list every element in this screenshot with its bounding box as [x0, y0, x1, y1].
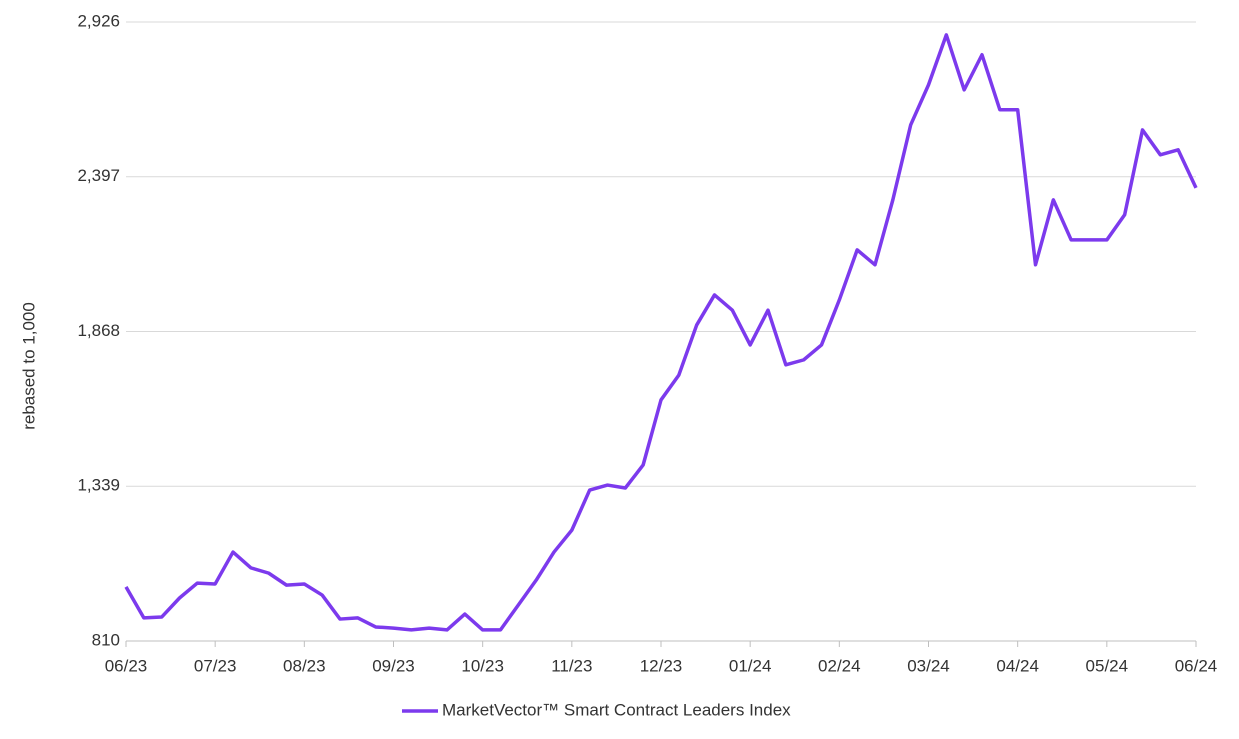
x-tick-label: 11/23 [551, 656, 592, 675]
x-tick-label: 12/23 [640, 656, 683, 675]
x-tick-label: 02/24 [818, 656, 861, 675]
y-tick-label: 1,339 [77, 476, 120, 495]
x-tick-label: 07/23 [194, 656, 237, 675]
x-tick-label: 10/23 [461, 656, 504, 675]
x-tick-label: 08/23 [283, 656, 326, 675]
y-tick-label: 2,397 [77, 166, 120, 185]
x-tick-label: 04/24 [996, 656, 1039, 675]
legend-label: MarketVector™ Smart Contract Leaders Ind… [442, 700, 791, 719]
y-tick-label: 810 [92, 630, 120, 649]
x-tick-label: 06/24 [1175, 656, 1218, 675]
x-tick-label: 05/24 [1086, 656, 1129, 675]
y-axis-label: rebased to 1,000 [19, 302, 38, 430]
y-tick-label: 2,926 [77, 11, 120, 30]
x-tick-label: 09/23 [372, 656, 415, 675]
y-tick-label: 1,868 [77, 321, 120, 340]
line-series [124, 33, 1198, 632]
x-tick-label: 06/23 [105, 656, 148, 675]
x-tick-label: 03/24 [907, 656, 950, 675]
x-tick-label: 01/24 [729, 656, 772, 675]
